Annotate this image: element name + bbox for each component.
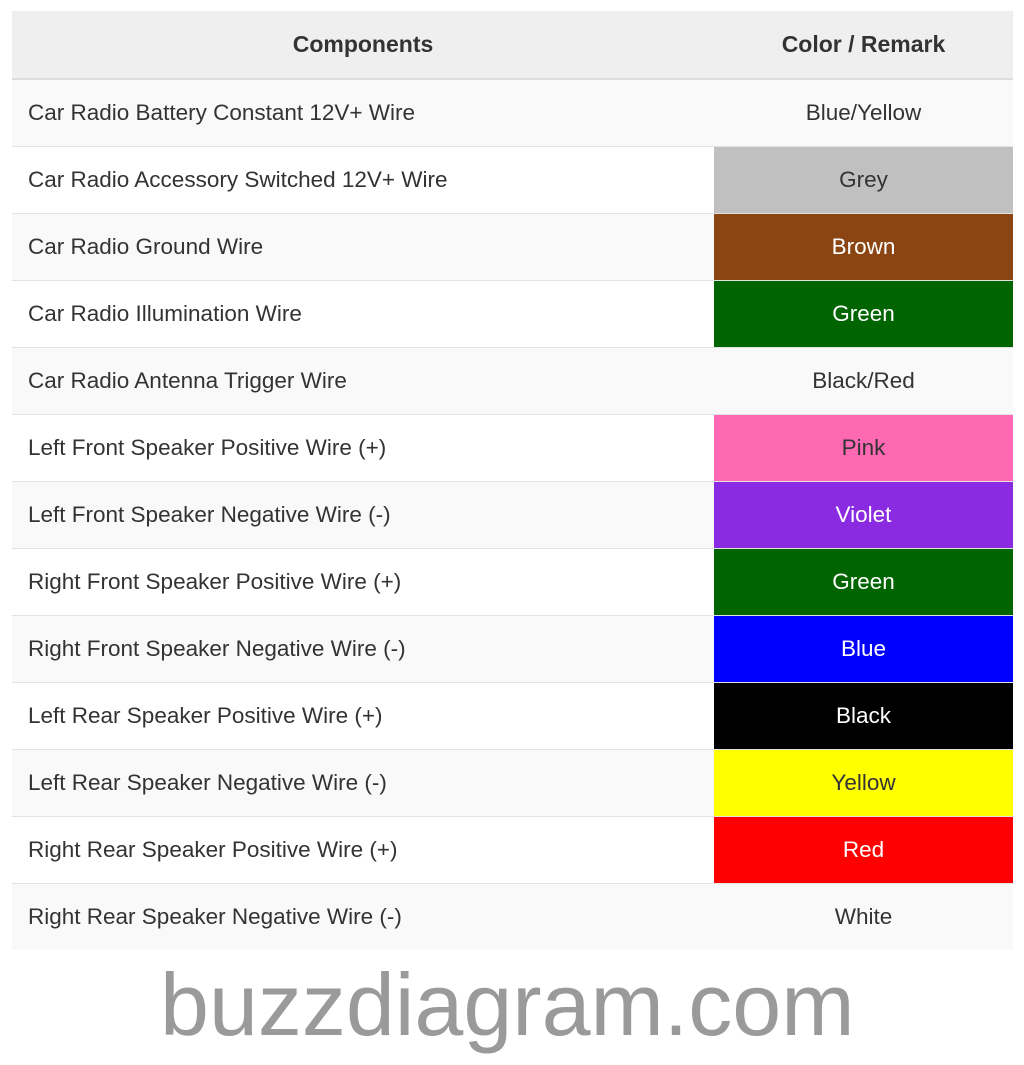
component-cell: Car Radio Antenna Trigger Wire bbox=[12, 347, 714, 415]
color-cell: Grey bbox=[714, 146, 1013, 214]
wire-color-table: Components Color / Remark Car Radio Batt… bbox=[12, 11, 1013, 950]
table-row: Right Rear Speaker Negative Wire (-) Whit… bbox=[12, 883, 1013, 950]
color-cell: Blue bbox=[714, 615, 1013, 683]
component-cell: Left Rear Speaker Positive Wire (+) bbox=[12, 682, 714, 750]
color-cell: Violet bbox=[714, 481, 1013, 549]
table-row: Right Front Speaker Positive Wire (+) Gre… bbox=[12, 548, 1013, 616]
component-cell: Right Front Speaker Positive Wire (+) bbox=[12, 548, 714, 616]
table-row: Left Rear Speaker Positive Wire (+) Black bbox=[12, 682, 1013, 750]
header-color: Color / Remark bbox=[714, 11, 1013, 80]
table-row: Car Radio Antenna Trigger Wire Black/Red bbox=[12, 347, 1013, 415]
component-cell: Right Rear Speaker Positive Wire (+) bbox=[12, 816, 714, 884]
table-row: Left Rear Speaker Negative Wire (-) Yello… bbox=[12, 749, 1013, 817]
table-row: Car Radio Illumination Wire Green bbox=[12, 280, 1013, 348]
component-cell: Car Radio Accessory Switched 12V+ Wire bbox=[12, 146, 714, 214]
component-cell: Left Rear Speaker Negative Wire (-) bbox=[12, 749, 714, 817]
watermark: buzzdiagram.com bbox=[160, 955, 855, 1054]
color-cell: Brown bbox=[714, 213, 1013, 281]
component-cell: Left Front Speaker Negative Wire (-) bbox=[12, 481, 714, 549]
component-cell: Right Front Speaker Negative Wire (-) bbox=[12, 615, 714, 683]
component-cell: Car Radio Ground Wire bbox=[12, 213, 714, 281]
component-cell: Right Rear Speaker Negative Wire (-) bbox=[12, 883, 714, 950]
table-row: Car Radio Accessory Switched 12V+ Wire Gr… bbox=[12, 146, 1013, 214]
table-row: Right Front Speaker Negative Wire (-) Blu… bbox=[12, 615, 1013, 683]
color-cell: Pink bbox=[714, 414, 1013, 482]
header-row: Components Color / Remark bbox=[12, 11, 1013, 80]
color-cell: Green bbox=[714, 548, 1013, 616]
table-row: Car Radio Battery Constant 12V+ Wire Blue… bbox=[12, 78, 1013, 147]
component-cell: Left Front Speaker Positive Wire (+) bbox=[12, 414, 714, 482]
color-cell: Yellow bbox=[714, 749, 1013, 817]
table-row: Car Radio Ground Wire Brown bbox=[12, 213, 1013, 281]
table-row: Left Front Speaker Negative Wire (-) Viol… bbox=[12, 481, 1013, 549]
color-cell: Black bbox=[714, 682, 1013, 750]
table-row: Right Rear Speaker Positive Wire (+) Red bbox=[12, 816, 1013, 884]
table-row: Left Front Speaker Positive Wire (+) Pink bbox=[12, 414, 1013, 482]
color-cell: Red bbox=[714, 816, 1013, 884]
color-cell: Blue/Yellow bbox=[714, 78, 1013, 147]
header-components: Components bbox=[12, 11, 714, 80]
color-cell: Green bbox=[714, 280, 1013, 348]
color-cell: White bbox=[714, 883, 1013, 950]
color-cell: Black/Red bbox=[714, 347, 1013, 415]
component-cell: Car Radio Illumination Wire bbox=[12, 280, 714, 348]
component-cell: Car Radio Battery Constant 12V+ Wire bbox=[12, 78, 714, 147]
